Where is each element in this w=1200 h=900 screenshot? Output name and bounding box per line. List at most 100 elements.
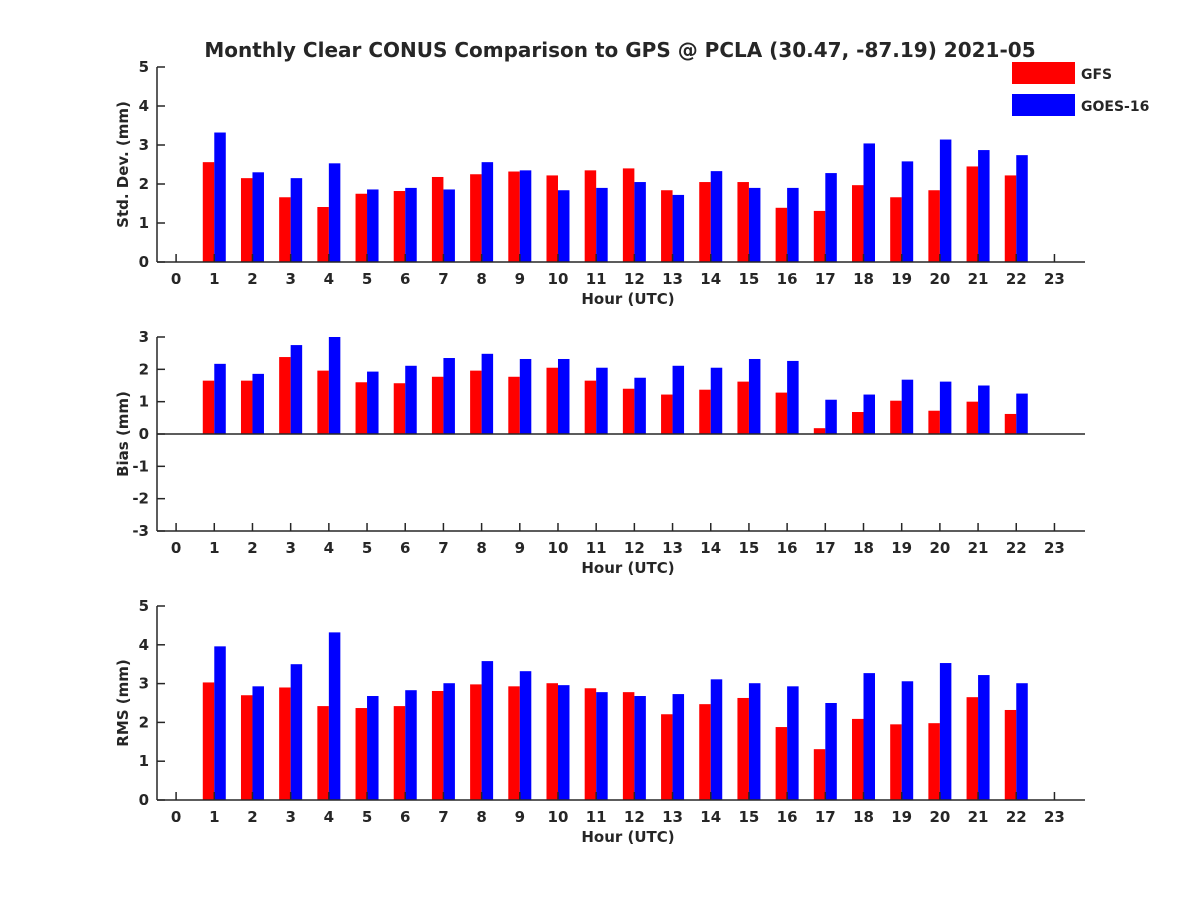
bar-goes-16-hour-14 (710, 367, 723, 434)
x-tick-label: 1 (209, 270, 219, 288)
y-tick-label: 4 (139, 97, 149, 115)
bar-gfs-hour-11 (584, 688, 597, 800)
bar-goes-16-hour-19 (901, 681, 914, 800)
x-tick-label: 12 (624, 808, 645, 826)
x-tick-label: 6 (400, 808, 410, 826)
bar-gfs-hour-19 (890, 400, 902, 434)
x-tick-label: 16 (777, 270, 798, 288)
bar-goes-16-hour-17 (825, 703, 837, 800)
bar-goes-16-hour-20 (939, 381, 952, 434)
x-tick-label: 9 (515, 270, 525, 288)
bar-gfs-hour-22 (1004, 175, 1017, 262)
bar-gfs-hour-15 (737, 697, 749, 800)
bar-gfs-hour-9 (508, 376, 520, 434)
x-tick-label: 19 (891, 270, 912, 288)
x-tick-label: 8 (476, 808, 486, 826)
figure-title: Monthly Clear CONUS Comparison to GPS @ … (204, 38, 1035, 62)
x-tick-label: 2 (247, 270, 257, 288)
x-tick-label: 17 (815, 270, 836, 288)
bar-gfs-hour-9 (508, 171, 520, 262)
bar-gfs-hour-17 (813, 210, 826, 262)
bar-gfs-hour-13 (661, 190, 673, 262)
bar-gfs-hour-6 (393, 706, 406, 800)
bar-gfs-hour-22 (1004, 709, 1017, 800)
x-tick-label: 5 (362, 808, 372, 826)
panel-1: 0 1 2 3 4 5 6 7 8 9 10 11 12 13 14 15 16 17 18 19 20 21 22 2301… (114, 58, 1085, 308)
y-tick-label: -3 (132, 522, 149, 540)
bar-gfs-hour-1 (202, 380, 215, 434)
bar-goes-16-hour-21 (978, 385, 990, 434)
x-tick-label: 4 (324, 270, 334, 288)
y-tick-label: 5 (139, 597, 149, 615)
bar-gfs-hour-4 (317, 207, 329, 262)
x-tick-label: 4 (324, 539, 334, 557)
x-tick-label: 23 (1044, 270, 1065, 288)
x-tick-label: 14 (700, 270, 721, 288)
x-axis-label: Hour (UTC) (581, 559, 674, 577)
bar-goes-16-hour-17 (825, 399, 837, 434)
bar-goes-16-hour-1 (214, 363, 226, 434)
x-tick-label: 9 (515, 808, 525, 826)
bar-gfs-hour-19 (890, 197, 902, 262)
bar-gfs-hour-13 (661, 714, 673, 800)
bar-goes-16-hour-16 (787, 360, 799, 434)
x-tick-label: 12 (624, 270, 645, 288)
bar-goes-16-hour-10 (557, 685, 570, 800)
bar-gfs-hour-14 (699, 704, 711, 800)
x-tick-label: 4 (324, 808, 334, 826)
x-tick-label: 18 (853, 270, 874, 288)
x-tick-label: 15 (738, 539, 759, 557)
bar-goes-16-hour-2 (252, 686, 264, 800)
bar-goes-16-hour-5 (367, 696, 379, 800)
x-tick-label: 12 (624, 539, 645, 557)
bar-goes-16-hour-13 (672, 194, 685, 262)
bar-gfs-hour-1 (202, 162, 215, 262)
bar-gfs-hour-16 (775, 207, 788, 262)
bar-gfs-hour-15 (737, 182, 749, 262)
x-axis-label: Hour (UTC) (581, 290, 674, 308)
x-tick-label: 14 (700, 539, 721, 557)
x-tick-label: 13 (662, 539, 683, 557)
bar-goes-16-hour-9 (519, 671, 532, 800)
bar-goes-16-hour-10 (557, 190, 570, 262)
x-tick-label: 15 (738, 808, 759, 826)
bar-gfs-hour-13 (661, 394, 673, 434)
x-tick-label: 23 (1044, 539, 1065, 557)
bar-goes-16-hour-3 (290, 345, 303, 434)
bar-goes-16-hour-12 (634, 377, 646, 434)
x-tick-label: 21 (968, 539, 989, 557)
bar-goes-16-hour-14 (710, 171, 723, 262)
x-tick-label: 9 (515, 539, 525, 557)
x-tick-label: 5 (362, 539, 372, 557)
bar-gfs-hour-21 (966, 166, 979, 262)
x-tick-label: 13 (662, 808, 683, 826)
bar-gfs-hour-7 (431, 376, 444, 434)
bar-goes-16-hour-3 (290, 664, 303, 800)
bar-goes-16-hour-13 (672, 694, 685, 800)
bar-goes-16-hour-18 (863, 143, 875, 262)
bar-gfs-hour-16 (775, 727, 788, 800)
bar-gfs-hour-17 (813, 749, 826, 800)
bar-gfs-hour-18 (852, 412, 864, 434)
x-tick-label: 18 (853, 539, 874, 557)
x-tick-label: 20 (929, 270, 950, 288)
x-tick-label: 22 (1006, 270, 1027, 288)
y-tick-label: 3 (139, 328, 149, 346)
bar-goes-16-hour-8 (481, 162, 494, 262)
x-tick-label: 7 (438, 808, 448, 826)
bar-goes-16-hour-13 (672, 365, 685, 434)
bar-goes-16-hour-21 (978, 675, 990, 800)
y-tick-label: 2 (139, 360, 149, 378)
bar-gfs-hour-14 (699, 389, 711, 434)
bar-gfs-hour-11 (584, 380, 597, 434)
panel-2: 0 1 2 3 4 5 6 7 8 9 10 11 12 13 14 15 16 17 18 19 20 21 22 23-3… (114, 328, 1085, 577)
x-tick-label: 0 (171, 808, 181, 826)
bar-goes-16-hour-15 (748, 683, 761, 800)
y-tick-label: 0 (139, 791, 149, 809)
x-tick-label: 2 (247, 808, 257, 826)
bar-gfs-hour-5 (355, 708, 368, 800)
y-tick-label: 3 (139, 136, 149, 154)
bar-goes-16-hour-22 (1016, 155, 1028, 262)
bar-goes-16-hour-2 (252, 373, 264, 434)
x-tick-label: 8 (476, 270, 486, 288)
